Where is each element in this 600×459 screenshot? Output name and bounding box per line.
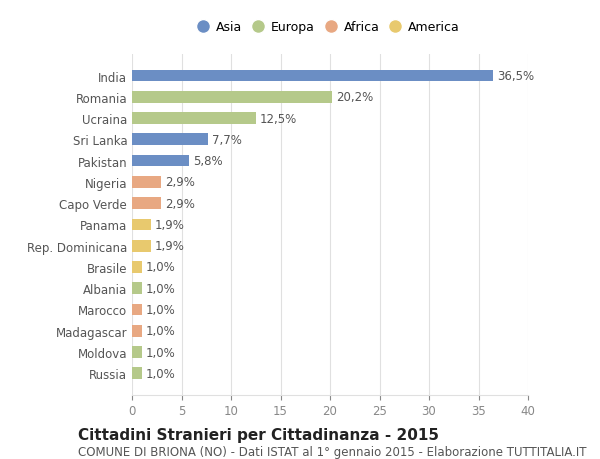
Text: 1,0%: 1,0% (146, 282, 176, 295)
Bar (132, 283, 142, 294)
Text: 20,2%: 20,2% (336, 91, 373, 104)
Text: 7,7%: 7,7% (212, 134, 242, 146)
Text: Cittadini Stranieri per Cittadinanza - 2015: Cittadini Stranieri per Cittadinanza - 2… (78, 427, 439, 442)
Bar (132, 113, 256, 125)
Text: 36,5%: 36,5% (497, 70, 535, 83)
Bar (132, 241, 151, 252)
Bar (132, 198, 161, 209)
Text: 2,9%: 2,9% (164, 176, 194, 189)
Text: 2,9%: 2,9% (164, 197, 194, 210)
Legend: Asia, Europa, Africa, America: Asia, Europa, Africa, America (196, 17, 464, 38)
Text: 12,5%: 12,5% (260, 112, 297, 125)
Text: 1,9%: 1,9% (155, 218, 185, 231)
Text: 1,0%: 1,0% (146, 261, 176, 274)
Text: COMUNE DI BRIONA (NO) - Dati ISTAT al 1° gennaio 2015 - Elaborazione TUTTITALIA.: COMUNE DI BRIONA (NO) - Dati ISTAT al 1°… (78, 445, 587, 458)
Text: 1,0%: 1,0% (146, 367, 176, 380)
Bar (132, 325, 142, 337)
Bar (132, 92, 332, 103)
Text: 1,0%: 1,0% (146, 303, 176, 316)
Bar (132, 368, 142, 379)
Text: 1,0%: 1,0% (146, 346, 176, 359)
Text: 5,8%: 5,8% (193, 155, 223, 168)
Bar (132, 262, 142, 273)
Bar (132, 71, 493, 82)
Bar (132, 304, 142, 316)
Bar (132, 134, 208, 146)
Bar (132, 347, 142, 358)
Bar (132, 219, 151, 231)
Text: 1,9%: 1,9% (155, 240, 185, 252)
Text: 1,0%: 1,0% (146, 325, 176, 337)
Bar (132, 156, 190, 167)
Bar (132, 177, 161, 188)
